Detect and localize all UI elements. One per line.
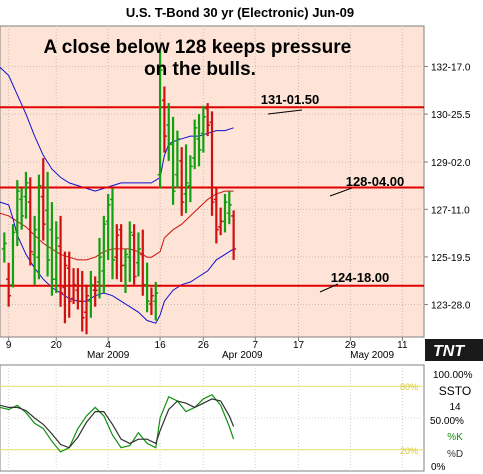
ohlc-bar xyxy=(45,171,51,277)
ohlc-bar xyxy=(105,193,111,260)
price-tick-label: 123-28.0 xyxy=(431,301,471,312)
level-label: 131-01.50 xyxy=(261,92,320,107)
ohlc-bar xyxy=(97,237,103,299)
oscillator-d-label: %D xyxy=(447,449,463,460)
ohlc-bar xyxy=(32,215,38,285)
chart-annotation: A close below 128 keeps pressure on the … xyxy=(44,37,357,80)
time-day-label: 11 xyxy=(397,340,408,351)
oscillator-axis-bottom: 0% xyxy=(431,462,446,473)
ohlc-bar xyxy=(209,111,215,216)
oscillator-axis-top: 100.00% xyxy=(433,370,473,381)
time-day-label: 29 xyxy=(345,340,357,351)
ohlc-bar xyxy=(79,270,85,332)
time-day-label: 16 xyxy=(155,340,167,351)
ohlc-bar xyxy=(183,144,189,214)
oscillator-axis-mid: 50.00% xyxy=(430,416,464,427)
price-tick-label: 132-17.0 xyxy=(431,62,471,73)
ohlc-bar xyxy=(71,268,77,304)
oscillator-period: 14 xyxy=(449,402,461,413)
ohlc-bar xyxy=(127,221,133,282)
time-day-label: 17 xyxy=(293,340,305,351)
oscillator-level-label: 20% xyxy=(400,446,418,456)
ohlc-bar xyxy=(23,171,29,219)
oscillator-level-label: 80% xyxy=(400,382,418,392)
level-label: 124-18.00 xyxy=(331,270,390,285)
price-tick-label: 130-25.5 xyxy=(431,110,471,121)
oscillator-line-k xyxy=(0,393,235,453)
ohlc-bar xyxy=(131,224,137,285)
ohlc-bar xyxy=(226,191,232,225)
ohlc-bar xyxy=(122,248,128,293)
level-leader-line xyxy=(329,187,353,197)
oscillator-line-d xyxy=(0,398,235,449)
ohlc-bar xyxy=(109,188,115,280)
ohlc-bar xyxy=(114,224,120,280)
oscillator-name: SSTO xyxy=(439,384,471,398)
oscillator-k-label: %K xyxy=(447,432,463,443)
price-tick-label: 129-02.0 xyxy=(431,158,471,169)
ohlc-bar xyxy=(200,105,206,153)
ohlc-bar xyxy=(174,130,180,189)
ohlc-bar xyxy=(192,119,198,170)
price-panel-axis-area xyxy=(424,26,483,337)
ohlc-bar xyxy=(40,158,46,241)
time-day-label: 9 xyxy=(6,340,12,351)
time-month-label: May 2009 xyxy=(350,350,394,361)
ohlc-bar xyxy=(84,284,90,335)
chart-annotation-line-1: A close below 128 keeps pressure xyxy=(44,37,352,58)
ohlc-bar xyxy=(148,287,154,315)
price-tick-label: 125-19.5 xyxy=(431,253,471,264)
ohlc-bar xyxy=(36,174,42,280)
ohlc-bar xyxy=(153,281,159,321)
chart-title: U.S. T-Bond 30 yr (Electronic) Jun-09 xyxy=(126,5,354,20)
band-line-upper xyxy=(0,66,234,192)
ohlc-bar xyxy=(53,221,59,293)
ohlc-bar xyxy=(157,50,163,189)
ohlc-bar xyxy=(144,262,150,313)
ohlc-bar xyxy=(222,193,228,233)
ohlc-bar xyxy=(27,177,33,266)
time-axis-area xyxy=(0,337,424,361)
ohlc-bar xyxy=(10,224,16,288)
time-day-label: 4 xyxy=(105,340,111,351)
level-leader-line xyxy=(267,109,303,115)
ohlc-bar xyxy=(187,155,193,203)
ohlc-bar xyxy=(88,270,94,318)
ohlc-bar xyxy=(58,215,64,307)
ohlc-bar xyxy=(205,103,211,137)
ohlc-bar xyxy=(161,86,167,153)
ohlc-bar xyxy=(179,147,185,216)
band-line-lower xyxy=(0,201,234,324)
chart-annotation-line-2: on the bulls. xyxy=(144,59,256,80)
level-label: 128-04.00 xyxy=(346,174,405,189)
ohlc-bar xyxy=(135,232,141,277)
time-month-label: Mar 2009 xyxy=(87,350,130,361)
price-tick-label: 127-11.0 xyxy=(431,205,470,216)
ohlc-bar xyxy=(213,188,219,244)
level-leader-line xyxy=(319,283,339,293)
ohlc-bar xyxy=(196,114,202,167)
tnt-logo: TNT xyxy=(425,339,483,361)
ohlc-bar xyxy=(231,210,237,260)
ohlc-bar xyxy=(92,276,98,307)
ohlc-bar xyxy=(66,251,72,318)
ohlc-bar xyxy=(6,262,12,307)
ohlc-bar xyxy=(170,116,176,205)
time-day-label: 7 xyxy=(252,340,258,351)
ohlc-bar xyxy=(62,251,68,324)
time-day-label: 26 xyxy=(198,340,210,351)
ohlc-bar xyxy=(101,215,107,293)
ohlc-bar xyxy=(1,232,7,263)
oscillator-plot-area xyxy=(0,364,425,472)
time-month-label: Apr 2009 xyxy=(222,350,263,361)
ohlc-bar xyxy=(19,188,25,230)
svg-text:TNT: TNT xyxy=(433,343,465,360)
ohlc-bar xyxy=(14,180,20,247)
time-day-label: 20 xyxy=(51,340,63,351)
